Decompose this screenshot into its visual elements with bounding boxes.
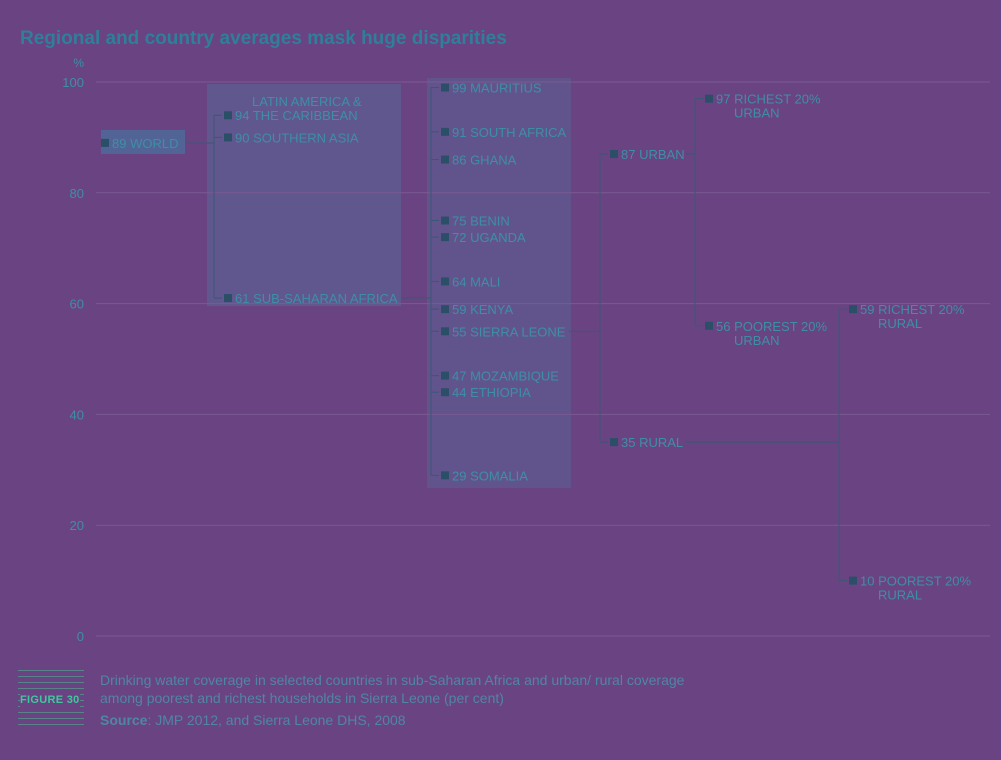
point-marker [441, 388, 449, 397]
point-marker [441, 305, 449, 314]
point-marker [441, 371, 449, 380]
point-label: 59 RICHEST 20% RURAL [860, 302, 965, 331]
point-marker [224, 111, 232, 120]
point-marker [441, 471, 449, 480]
y-tick-label: 20 [70, 518, 84, 533]
figure-caption: Drinking water coverage in selected coun… [100, 672, 685, 706]
point-label: 99 MAURITIUS [452, 81, 542, 96]
point-label: 64 MALI [452, 274, 500, 289]
point-marker [441, 127, 449, 136]
point-label: 72 UGANDA [452, 230, 526, 245]
point-label: 10 POOREST 20% RURAL [860, 574, 971, 603]
point-marker [610, 150, 618, 159]
point-marker [224, 133, 232, 142]
point-label: 56 POOREST 20% URBAN [716, 319, 827, 348]
y-tick-label: 60 [70, 297, 84, 312]
figure-label: FIGURE 30 [20, 693, 80, 707]
figure-badge: FIGURE 30 [18, 670, 84, 728]
point-marker [705, 94, 713, 103]
point-marker [441, 83, 449, 92]
figure-source: Source: JMP 2012, and Sierra Leone DHS, … [100, 712, 406, 728]
point-label: 29 SOMALIA [452, 468, 528, 483]
source-label: Source [100, 712, 148, 728]
point-label: 59 KENYA [452, 302, 514, 317]
chart-svg: 0 20 40 60 80 100% 89 WORLD LATIN AMERICA & 94 T… [62, 56, 990, 644]
point-label: 47 MOZAMBIQUE [452, 369, 559, 384]
y-tick-label: 80 [70, 186, 84, 201]
y-axis-label: % [73, 56, 84, 70]
point-label: 89 WORLD [112, 136, 178, 151]
point-label: 44 ETHIOPIA [452, 385, 531, 400]
source-text: : JMP 2012, and Sierra Leone DHS, 2008 [147, 712, 406, 728]
point-label: 35 RURAL [621, 435, 683, 450]
point-marker [849, 576, 857, 585]
point-label: 86 GHANA [452, 153, 517, 168]
point-marker [441, 216, 449, 225]
point-label: LATIN AMERICA & 94 THE CARIBBEAN [235, 94, 362, 123]
y-tick-label: 100 [62, 75, 84, 90]
regions-highlight [207, 84, 401, 306]
world-highlight [101, 130, 185, 154]
point-marker [441, 327, 449, 336]
point-marker [705, 321, 713, 330]
point-marker [849, 305, 857, 314]
point-marker [441, 233, 449, 242]
point-label: 55 SIERRA LEONE [452, 324, 566, 339]
point-label: 97 RICHEST 20% URBAN [716, 92, 821, 121]
point-label: 87 URBAN [621, 147, 685, 162]
point-label: 91 SOUTH AFRICA [452, 125, 566, 140]
chart-title: Regional and country averages mask huge … [20, 28, 507, 49]
y-tick-label: 0 [77, 629, 84, 644]
y-tick-label: 40 [70, 407, 84, 422]
point-label: 75 BENIN [452, 214, 510, 229]
point-marker [441, 155, 449, 164]
point-marker [441, 277, 449, 286]
point-marker [610, 438, 618, 447]
point-marker [101, 138, 109, 147]
point-marker [224, 294, 232, 303]
point-label: 61 SUB-SAHARAN AFRICA [235, 291, 398, 306]
point-label: 90 SOUTHERN ASIA [235, 130, 359, 145]
countries-highlight [427, 78, 571, 488]
